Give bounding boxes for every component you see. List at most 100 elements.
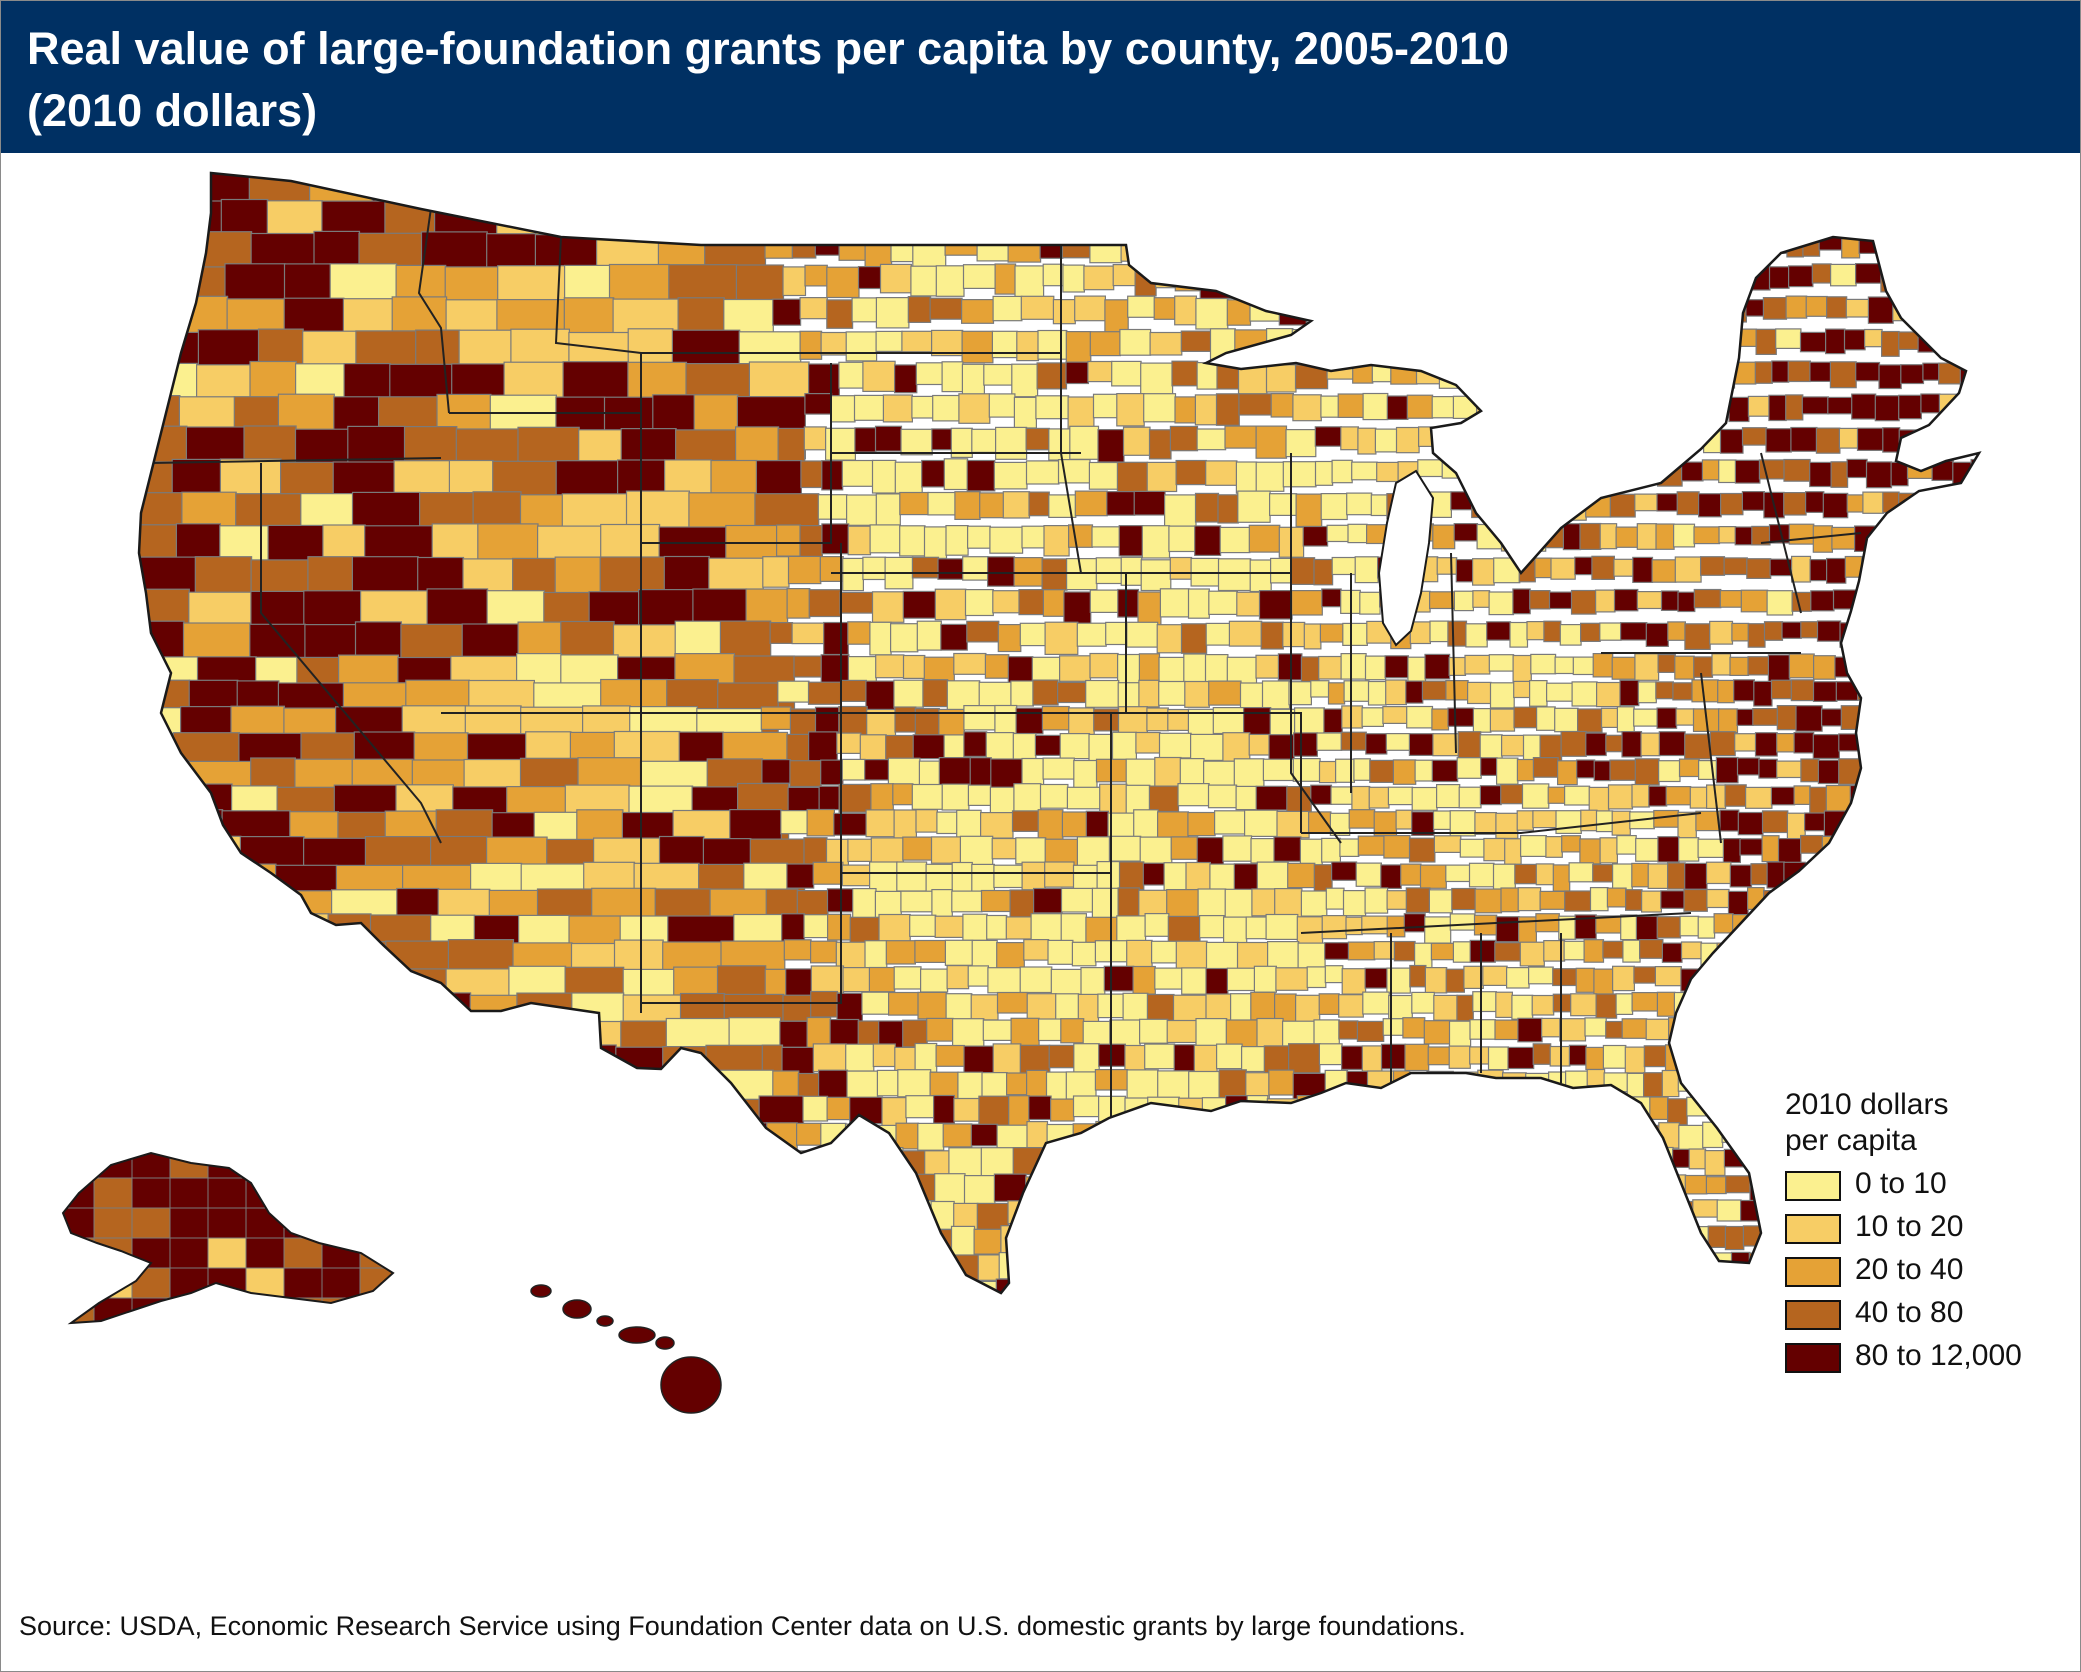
county-cell xyxy=(1486,621,1512,641)
county-cell xyxy=(283,1297,324,1323)
county-cell xyxy=(1061,1201,1093,1227)
county-cell xyxy=(966,201,990,226)
county-cell xyxy=(1907,621,1932,641)
county-cell xyxy=(826,1096,851,1121)
county-cell xyxy=(1388,994,1413,1020)
county-cell xyxy=(1224,1095,1249,1122)
county-cell xyxy=(1750,863,1769,886)
county-cell xyxy=(1133,809,1159,839)
county-cell xyxy=(244,940,295,991)
county-cell xyxy=(354,1018,403,1086)
county-cell xyxy=(806,808,835,837)
county-cell xyxy=(1126,939,1153,969)
county-cell xyxy=(1018,589,1045,616)
county-cell xyxy=(1890,863,1910,891)
county-cell xyxy=(1451,1253,1472,1281)
county-cell xyxy=(1687,1254,1711,1277)
county-cell xyxy=(817,1069,849,1101)
county-cell xyxy=(928,1279,955,1293)
county-cell xyxy=(1179,757,1205,787)
county-cell xyxy=(1516,363,1541,381)
county-cell xyxy=(1430,233,1457,254)
county-cell xyxy=(1968,941,1979,970)
county-cell xyxy=(1598,173,1624,191)
county-cell xyxy=(1843,863,1867,881)
county-cell xyxy=(1877,734,1903,757)
county-cell xyxy=(932,1094,955,1124)
county-cell xyxy=(1065,331,1092,365)
county-cell xyxy=(1804,863,1824,886)
county-cell xyxy=(1115,1199,1149,1227)
county-cell xyxy=(1789,173,1815,197)
county-cell xyxy=(398,1208,437,1239)
county-cell xyxy=(1985,732,2006,758)
county-cell xyxy=(1189,733,1224,762)
county-cell xyxy=(1809,361,1832,382)
county-cell xyxy=(847,621,871,645)
county-cell xyxy=(253,1098,304,1148)
county-cell xyxy=(1569,1254,1588,1273)
county-cell xyxy=(1430,942,1455,961)
county-cell xyxy=(1746,558,1772,580)
county-cell xyxy=(1193,1044,1218,1075)
county-cell xyxy=(887,991,920,1016)
county-cell xyxy=(1584,330,1605,354)
county-cell xyxy=(1539,361,1563,387)
county-cell xyxy=(139,837,199,907)
county-cell xyxy=(1918,707,1939,729)
county-cell xyxy=(1395,426,1420,454)
county-cell xyxy=(1571,200,1599,219)
county-cell xyxy=(1765,230,1788,255)
county-cell xyxy=(1162,1146,1193,1174)
county-cell xyxy=(1755,328,1777,356)
county-cell xyxy=(1705,1098,1726,1117)
county-cell xyxy=(1527,966,1554,985)
county-cell xyxy=(803,426,827,451)
county-cell xyxy=(1500,1200,1519,1227)
county-cell xyxy=(1424,653,1451,680)
county-cell xyxy=(1645,1018,1670,1041)
county-cell xyxy=(1456,1200,1481,1225)
county-cell xyxy=(972,1280,998,1293)
county-cell xyxy=(188,861,231,930)
county-cell xyxy=(1406,394,1434,419)
county-cell xyxy=(1270,393,1294,418)
county-cell xyxy=(1253,965,1278,993)
county-cell xyxy=(1099,783,1128,816)
county-cell xyxy=(1585,362,1606,387)
county-cell xyxy=(1390,361,1418,385)
county-cell xyxy=(1838,837,1858,865)
county-cell xyxy=(269,913,330,957)
county-cell xyxy=(1173,1044,1196,1072)
county-cell xyxy=(1956,706,1979,732)
county-cell xyxy=(1037,329,1068,360)
title-bar: Real value of large-foundation grants pe… xyxy=(1,1,2080,153)
county-cell xyxy=(1404,1043,1430,1072)
county-cell xyxy=(930,836,962,864)
county-cell xyxy=(762,1174,791,1200)
county-cell xyxy=(1158,680,1186,706)
county-cell xyxy=(1469,264,1493,286)
county-cell xyxy=(1564,1070,1589,1098)
county-cell xyxy=(1015,707,1044,735)
county-cell xyxy=(895,1122,919,1150)
county-cell xyxy=(1766,590,1794,616)
county-cell xyxy=(1392,759,1417,785)
county-cell xyxy=(1089,331,1122,357)
county-cell xyxy=(401,1019,460,1068)
county-cell xyxy=(1758,758,1778,779)
county-cell xyxy=(1514,863,1538,885)
county-cell xyxy=(998,1251,1032,1280)
county-cell xyxy=(1320,1121,1339,1149)
county-cell xyxy=(1478,1200,1503,1219)
county-cell xyxy=(1509,173,1529,192)
county-cell xyxy=(1144,912,1170,937)
county-cell xyxy=(1644,173,1668,190)
county-cell xyxy=(1456,994,1474,1022)
county-cell xyxy=(1646,231,1669,251)
county-cell xyxy=(1072,1095,1100,1118)
county-cell xyxy=(1560,361,1588,385)
county-cell xyxy=(877,1146,904,1181)
county-cell xyxy=(1856,993,1875,1021)
county-cell xyxy=(608,173,678,224)
